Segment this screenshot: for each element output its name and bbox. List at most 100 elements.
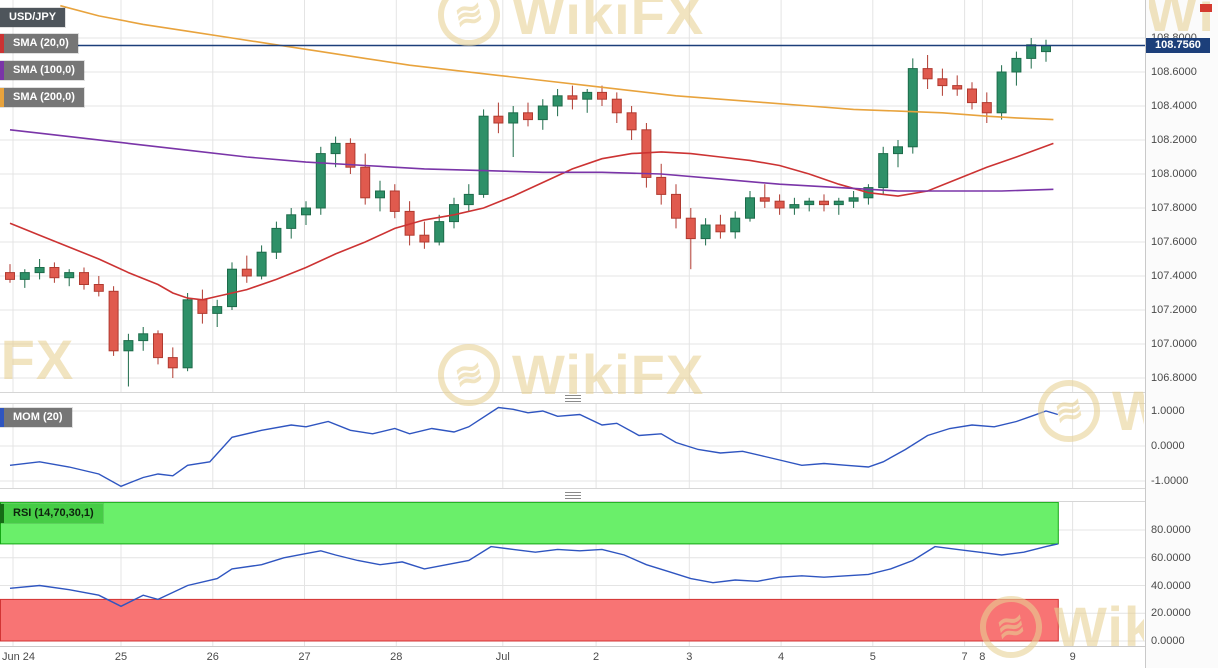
candle-body <box>597 91 607 100</box>
price-tick-label: 107.4000 <box>1151 270 1197 282</box>
candle-body <box>93 284 104 292</box>
sma100-color-bar <box>0 61 4 80</box>
price-tick-label: 108.2000 <box>1151 134 1197 146</box>
sma100-legend[interactable]: SMA (100,0) <box>0 61 84 80</box>
candle-body <box>1026 44 1037 59</box>
price-tick-label: -1.0000 <box>1151 475 1189 487</box>
time-tick-label: 25 <box>114 651 128 663</box>
sma200-legend[interactable]: SMA (200,0) <box>0 88 84 107</box>
candle-body <box>922 68 933 80</box>
candle-body <box>893 146 903 155</box>
symbol-legend[interactable]: USD/JPY <box>0 8 66 27</box>
candle-body <box>700 224 711 240</box>
time-axis[interactable]: Jun 24 25 26 27 28 Jul 2 3 4 5 7 8 9 <box>0 646 1145 668</box>
symbol-label: USD/JPY <box>9 11 57 23</box>
candle-body <box>34 267 45 274</box>
price-tick-label: 60.0000 <box>1151 551 1191 564</box>
candle-body <box>952 85 963 90</box>
candle-body <box>49 267 60 279</box>
time-tick-label: 4 <box>778 651 785 663</box>
candle-body <box>878 153 889 189</box>
rsi-band <box>0 501 1059 545</box>
candle-body <box>715 224 726 233</box>
candle-body <box>996 71 1007 114</box>
time-tick-label: Jun 24 <box>2 651 36 663</box>
candle-body <box>434 221 445 243</box>
candle-body <box>508 112 519 124</box>
rsi-line <box>9 543 1058 608</box>
price-tick-label: 107.6000 <box>1151 236 1197 248</box>
candle-body <box>611 98 622 114</box>
price-tick-label: 1.0000 <box>1151 405 1185 417</box>
candle-body <box>981 102 992 114</box>
candle-body <box>271 227 282 253</box>
candle-body <box>5 272 15 280</box>
axis-top-red-marker[interactable] <box>1200 4 1212 12</box>
price-tick-label: 0.0000 <box>1151 635 1185 647</box>
candle-body <box>389 190 400 212</box>
time-tick-label: 27 <box>298 651 311 663</box>
candle-body <box>745 197 755 219</box>
rsi-label: RSI (14,70,30,1) <box>13 507 94 519</box>
price-tick-label: 108.0000 <box>1151 168 1197 180</box>
candle-body <box>1041 45 1051 53</box>
candle-body <box>819 200 829 206</box>
rsi-band <box>0 598 1059 642</box>
candle-body <box>848 197 859 202</box>
candle-body <box>789 204 800 209</box>
candle-body <box>123 340 134 352</box>
candle-body <box>685 217 696 240</box>
price-tick-label: 80.0000 <box>1151 524 1191 536</box>
candle-body <box>804 200 815 206</box>
rsi-legend[interactable]: RSI (14,70,30,1) <box>0 504 103 523</box>
candle-body <box>523 112 533 121</box>
candle-body <box>315 153 326 209</box>
candle-body <box>64 272 75 279</box>
splitter-grip-icon <box>564 397 581 399</box>
price-tick-label: 108.4000 <box>1151 100 1197 112</box>
sma20-label: SMA (20,0) <box>13 37 69 49</box>
time-tick-label: 2 <box>593 651 600 663</box>
candle-body <box>730 217 741 233</box>
candle-body <box>671 193 681 219</box>
candle-body <box>478 115 489 195</box>
candle-body <box>153 333 163 359</box>
candle-body <box>227 268 237 308</box>
sma200-label: SMA (200,0) <box>13 91 75 103</box>
candle-body <box>79 272 89 286</box>
candle-body <box>759 197 770 202</box>
panel-splitter[interactable] <box>0 392 1145 404</box>
candle-body <box>19 272 30 280</box>
candle-body <box>582 91 593 100</box>
candle-body <box>182 299 193 369</box>
chart-canvas[interactable] <box>0 0 1145 646</box>
candle-body <box>167 357 178 369</box>
price-axis[interactable]: 108.8000108.6000108.4000108.2000108.0000… <box>1145 0 1218 668</box>
current-price-tag: 108.7560 <box>1146 38 1210 53</box>
candle-body <box>212 306 223 314</box>
price-tick-label: 107.0000 <box>1151 338 1197 350</box>
sma-overlay-line <box>9 142 1054 301</box>
sma100-label: SMA (100,0) <box>13 64 75 76</box>
candle-body <box>375 190 385 199</box>
candle-body <box>449 204 459 223</box>
candle-body <box>937 78 948 87</box>
candle-body <box>108 290 119 352</box>
candle-body <box>833 200 844 206</box>
candle-body <box>330 142 341 155</box>
candle-body <box>552 95 563 107</box>
mom-label: MOM (20) <box>13 411 63 423</box>
panel-splitter[interactable] <box>0 488 1145 502</box>
time-tick-label: 7 <box>961 651 968 663</box>
price-tick-label: 107.2000 <box>1151 304 1197 316</box>
time-tick-label: 9 <box>1069 651 1076 663</box>
candle-body <box>138 333 149 342</box>
candle-body <box>626 112 637 131</box>
candle-body <box>493 115 504 124</box>
mom-legend[interactable]: MOM (20) <box>0 408 72 427</box>
sma20-legend[interactable]: SMA (20,0) <box>0 34 78 53</box>
candle-body <box>656 176 667 195</box>
candle-body <box>419 234 430 243</box>
price-tick-label: 107.8000 <box>1151 202 1197 214</box>
